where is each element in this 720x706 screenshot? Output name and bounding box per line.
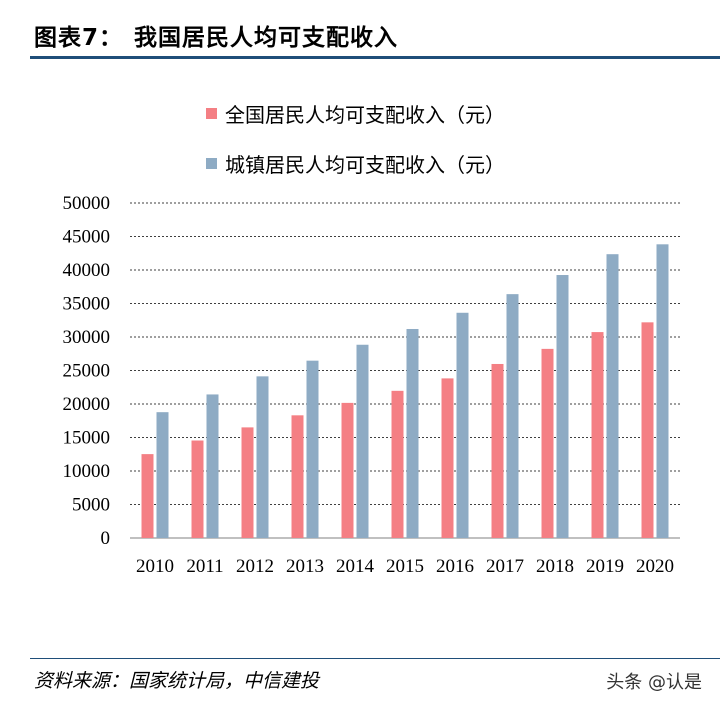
bar-national	[291, 415, 304, 538]
x-tick-label: 2019	[586, 556, 624, 577]
bar-urban	[356, 344, 369, 538]
bar-national	[241, 427, 254, 538]
y-tick-label: 40000	[63, 260, 111, 281]
bar-national	[191, 440, 204, 538]
bar-urban	[206, 394, 219, 538]
bar-national	[641, 322, 654, 538]
watermark: 头条 @认是	[606, 672, 702, 693]
x-tick-label: 2012	[236, 556, 274, 577]
bar-urban	[656, 244, 669, 538]
x-tick-label: 2016	[436, 556, 474, 577]
figure-title: 图表7： 我国居民人均可支配收入	[34, 18, 398, 52]
legend-swatch-national	[206, 107, 217, 119]
figure-title-text: 我国居民人均可支配收入	[134, 25, 398, 51]
y-tick-label: 35000	[63, 294, 111, 315]
bar-national	[441, 378, 454, 538]
y-tick-label: 45000	[63, 227, 111, 248]
bar-urban	[556, 275, 569, 538]
x-tick-label: 2013	[286, 556, 324, 577]
bar-urban	[506, 294, 519, 538]
x-tick-label: 2011	[186, 556, 223, 577]
x-tick-label: 2018	[536, 556, 574, 577]
y-tick-label: 50000	[63, 193, 111, 214]
bar-national	[591, 332, 604, 538]
bar-chart: 0 5000 10000 15000 20000 25000 30000 35000 40000…	[63, 193, 680, 577]
x-tick-label: 2015	[386, 556, 424, 577]
bar-national	[491, 363, 504, 538]
legend-swatch-urban	[206, 157, 217, 169]
legend-item-urban: 城镇居民人均可支配收入（元）	[206, 146, 505, 180]
bar-urban	[606, 254, 619, 538]
bar-urban	[156, 412, 169, 538]
bar-national	[541, 348, 554, 538]
bar-urban	[306, 360, 319, 538]
y-tick-label: 25000	[63, 361, 111, 382]
y-tick-label: 20000	[63, 394, 111, 415]
source-divider	[30, 658, 720, 659]
y-tick-label: 30000	[63, 327, 111, 348]
bar-urban	[456, 312, 469, 538]
bar-national	[391, 390, 404, 538]
bar-urban	[256, 376, 269, 538]
legend-label-national: 全国居民人均可支配收入（元）	[225, 102, 505, 127]
y-tick-label: 0	[101, 528, 111, 549]
legend-label-urban: 城镇居民人均可支配收入（元）	[225, 152, 505, 177]
x-tick-label: 2020	[636, 556, 674, 577]
bar-national	[341, 402, 354, 538]
bar-national	[141, 454, 154, 538]
y-tick-label: 15000	[63, 428, 111, 449]
x-tick-label: 2014	[336, 556, 375, 577]
figure-number: 图表7：	[34, 25, 124, 51]
x-tick-label: 2010	[136, 556, 174, 577]
legend-item-national: 全国居民人均可支配收入（元）	[206, 96, 505, 130]
bar-urban	[406, 328, 419, 538]
x-tick-label: 2017	[486, 556, 524, 577]
title-divider	[30, 56, 720, 59]
source-note: 资料来源：国家统计局，中信建投	[34, 670, 320, 692]
y-tick-label: 10000	[63, 461, 111, 482]
chart-legend: 全国居民人均可支配收入（元） 城镇居民人均可支配收入（元）	[206, 96, 505, 196]
y-tick-label: 5000	[72, 495, 110, 516]
